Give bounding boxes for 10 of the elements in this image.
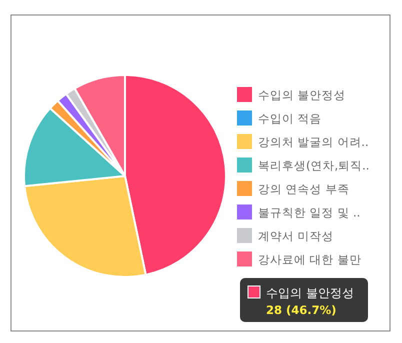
legend-label: 계약서 미작성 xyxy=(258,229,334,243)
legend-label: 복리후생(연차,퇴직.. xyxy=(258,158,370,172)
legend-label: 불규칙한 일정 및 .. xyxy=(258,206,360,220)
text: 수입의 불안정성 xyxy=(266,286,354,300)
legend-label: 강의 연속성 부족 xyxy=(258,182,350,196)
legend-label: 강사료에 대한 불만 xyxy=(258,252,362,266)
legend-label: 수입의 불안정성 xyxy=(258,88,346,102)
legend-label: 강의처 발굴의 어려.. xyxy=(258,135,369,149)
text: 28 (46.7%) xyxy=(266,303,336,317)
legend-label: 수입이 적음 xyxy=(258,112,322,126)
